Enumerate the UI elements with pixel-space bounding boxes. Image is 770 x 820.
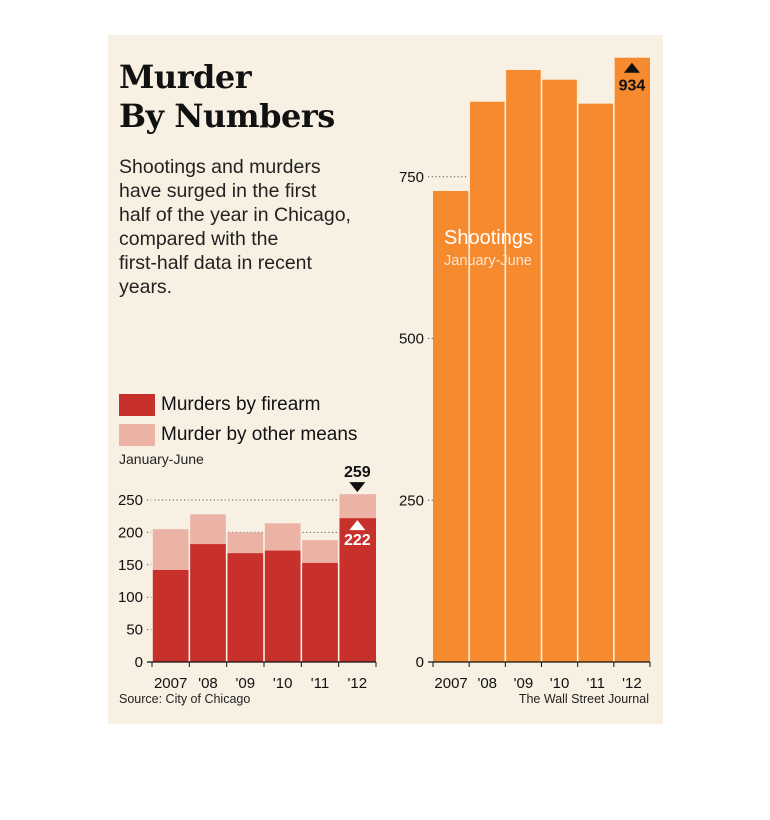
y-tick-label: 250 [399,492,424,509]
y-tick-label: 250 [118,492,143,509]
subtitle-line: years. [119,276,173,298]
y-tick-label: 50 [126,622,143,639]
graphic-subtitle: Shootings and murders have surged in the… [119,155,351,299]
source-note: Source: City of Chicago [119,692,251,706]
bar-firearm [301,562,339,662]
x-tick-label: '12 [622,675,642,692]
bar-firearm [338,518,376,662]
x-tick-label: '11 [587,675,605,692]
bar-shootings [505,69,542,663]
bar-firearm [189,544,227,662]
graphic-title: Murder By Numbers [119,58,335,136]
legend-period: January-June [119,451,204,467]
bar-firearm [264,550,302,662]
legend-swatch-firearm [119,394,155,416]
bar-shootings [577,103,614,663]
legend-label-firearm: Murders by firearm [161,394,321,415]
bar-firearm [226,553,264,662]
x-tick-label: '08 [198,675,218,692]
subtitle-line: first-half data in recent [119,252,312,274]
y-tick-label: 0 [416,654,424,671]
annotation-up-triangle [349,520,366,531]
bar-shootings [433,190,470,662]
bar-other-means [338,494,376,519]
annotation-down-triangle [349,482,366,493]
x-tick-label: '10 [273,675,293,692]
x-tick-label: 2007 [154,675,187,692]
x-tick-label: '09 [514,675,534,692]
x-tick-label: '08 [477,675,497,692]
subtitle-line: half of the year in Chicago, [119,204,351,226]
x-tick-label: '12 [348,675,368,692]
subtitle-line: compared with the [119,228,279,250]
murders-chart: 0 50 100 150 200 250 2007 '08 '09 '10 '11 '12 259 222 [118,464,377,692]
x-tick-label: '11 [311,675,329,692]
bar-shootings [469,101,506,662]
legend-item-firearm: Murders by firearm [119,394,320,416]
annotation-firearm-value: 222 [344,532,371,549]
y-tick-label: 500 [399,331,424,348]
legend-item-other: Murder by other means [119,424,357,446]
y-tick-label: 100 [118,589,143,606]
series-sublabel: January-June [444,253,532,269]
y-tick-label: 200 [118,524,143,541]
series-label: Shootings [444,227,533,249]
bar-other-means [226,532,264,554]
x-tick-label: 2007 [434,675,467,692]
publisher-credit: The Wall Street Journal [518,692,649,706]
subtitle-line: have surged in the first [119,180,317,202]
y-tick-label: 750 [399,169,424,186]
bar-other-means [301,540,339,563]
bar-other-means [189,514,227,545]
annotation-up-triangle [623,62,640,73]
annotation-total-value: 259 [344,464,371,481]
bar-shootings [541,79,578,662]
x-tick-label: '10 [550,675,570,692]
bar-firearm [152,569,190,662]
legend-swatch-other [119,424,155,446]
legend-label-other: Murder by other means [161,424,358,445]
bar-other-means [264,523,302,551]
y-tick-label: 150 [118,557,143,574]
bar-other-means [152,529,190,570]
x-tick-label: '09 [236,675,256,692]
title-line: By Numbers [119,97,335,135]
subtitle-line: Shootings and murders [119,156,321,178]
shootings-chart: 0 250 500 750 2007 '08 '09 '10 '11 '12 Shootings Ja… [399,55,651,692]
bar-shootings [613,57,650,662]
title-line: Murder [119,58,252,96]
annotation-shootings-value: 934 [619,78,646,95]
y-tick-label: 0 [135,654,143,671]
